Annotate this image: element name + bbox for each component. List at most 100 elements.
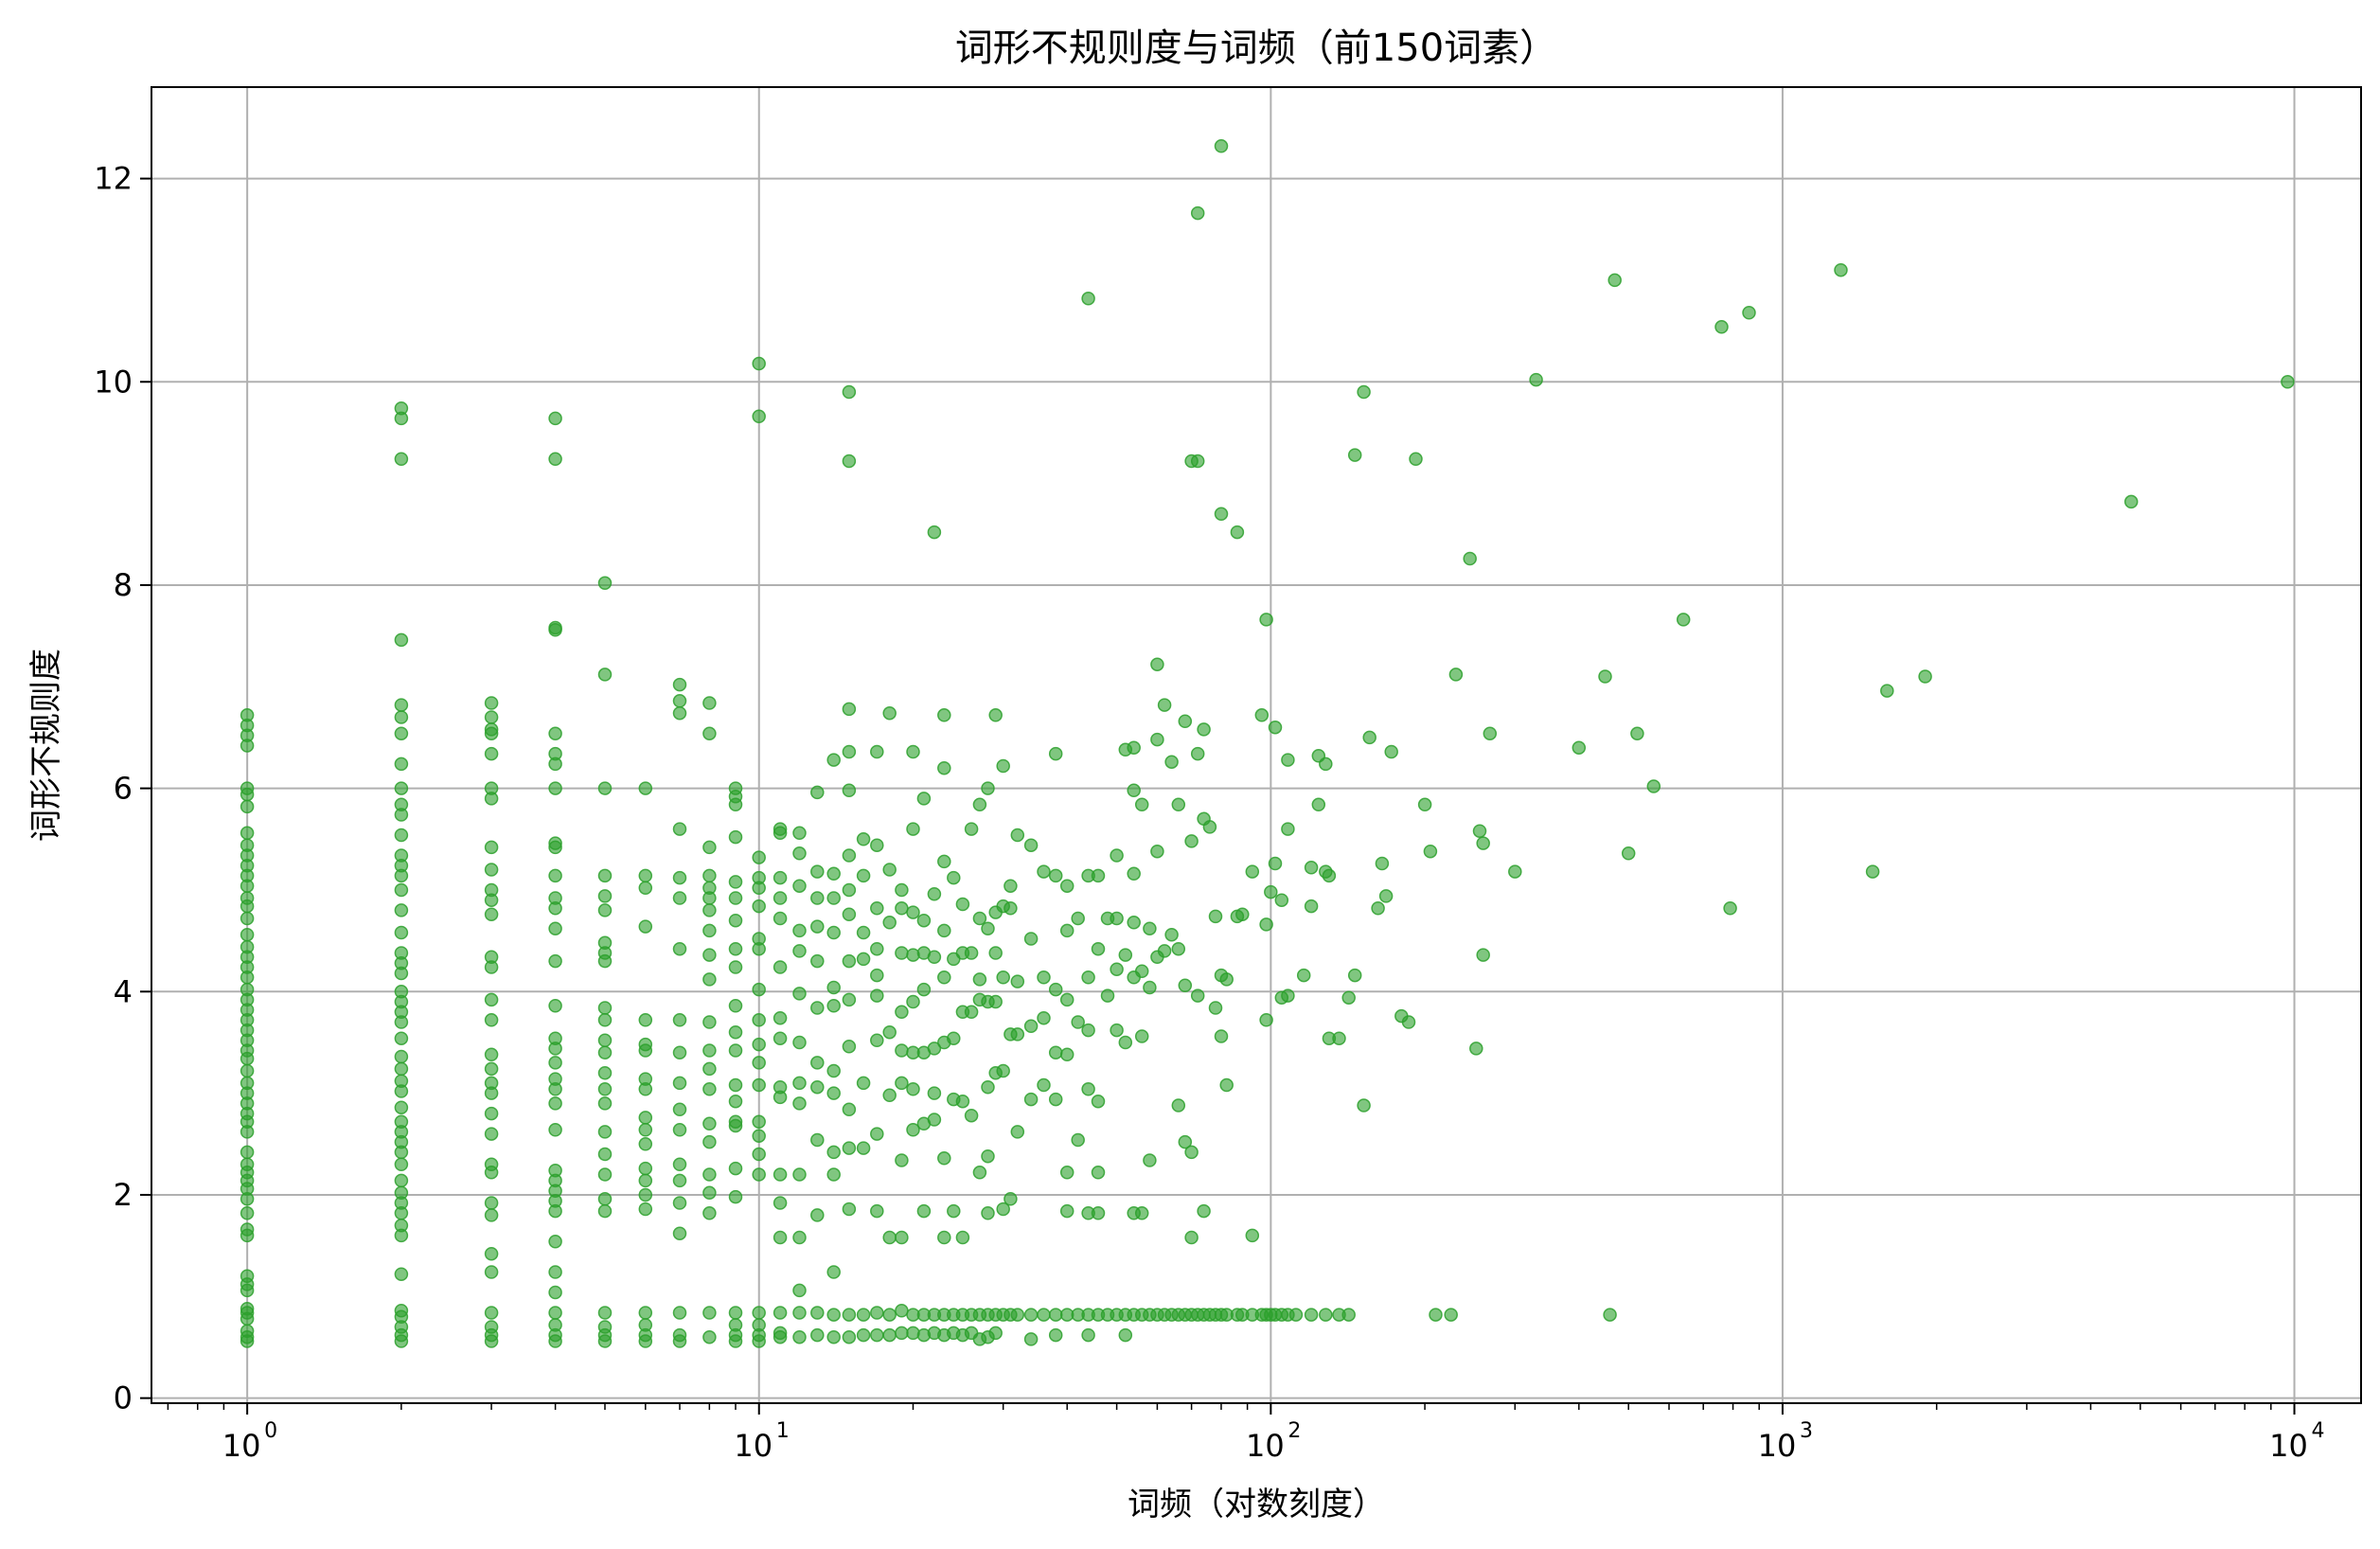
data-point	[1143, 921, 1157, 935]
data-point	[394, 848, 409, 863]
data-point	[702, 903, 717, 917]
data-point	[672, 1327, 687, 1343]
data-point	[1918, 669, 1932, 684]
data-point	[955, 1230, 970, 1245]
data-point	[672, 694, 687, 708]
data-point	[937, 1151, 951, 1166]
data-point	[882, 1308, 897, 1322]
data-point	[1100, 988, 1115, 1003]
data-point	[394, 1157, 409, 1172]
data-point	[870, 838, 884, 852]
data-point	[394, 710, 409, 724]
data-point	[826, 1063, 841, 1078]
data-point	[1259, 917, 1273, 932]
data-point	[1259, 613, 1273, 627]
data-point	[1281, 753, 1295, 767]
data-point	[792, 879, 807, 893]
data-point	[1371, 901, 1385, 916]
data-point	[240, 781, 255, 795]
data-point	[752, 1056, 766, 1070]
data-point	[728, 913, 743, 928]
data-point	[394, 1218, 409, 1233]
data-point	[826, 1167, 841, 1182]
data-point	[1322, 868, 1337, 883]
data-point	[1091, 1094, 1106, 1109]
data-point	[548, 1318, 562, 1332]
data-point	[394, 828, 409, 843]
data-point	[826, 1265, 841, 1279]
data-point	[810, 1306, 825, 1320]
data-point	[548, 1285, 562, 1300]
data-point	[394, 1061, 409, 1077]
data-point	[484, 1265, 499, 1279]
data-point	[484, 781, 499, 795]
data-point	[702, 948, 717, 962]
data-point	[906, 1082, 920, 1096]
data-point	[1004, 1192, 1018, 1206]
data-point	[1409, 452, 1423, 467]
data-point	[1071, 911, 1085, 926]
data-point	[484, 1106, 499, 1121]
data-point	[1463, 551, 1477, 566]
data-point	[752, 1306, 766, 1320]
grid-layer	[151, 87, 2361, 1403]
data-point	[484, 722, 499, 737]
data-point	[937, 708, 951, 722]
data-point	[1143, 1153, 1157, 1167]
data-point	[895, 1043, 909, 1058]
data-point	[1110, 1023, 1124, 1038]
data-point	[1010, 1308, 1025, 1322]
data-point	[1384, 744, 1398, 759]
data-point	[842, 454, 857, 469]
data-point	[597, 935, 613, 951]
data-point	[1607, 273, 1622, 288]
data-point	[240, 708, 255, 722]
data-point	[752, 1037, 766, 1052]
data-point	[773, 822, 788, 836]
data-point	[1319, 757, 1333, 772]
data-point	[1230, 525, 1245, 540]
data-point	[810, 919, 825, 934]
data-point	[1235, 907, 1250, 921]
data-point	[870, 988, 884, 1003]
data-point	[792, 1306, 807, 1320]
data-point	[702, 1206, 717, 1220]
data-point	[1296, 968, 1311, 983]
data-point	[672, 1076, 687, 1091]
data-point	[597, 1167, 613, 1182]
data-point	[638, 1123, 653, 1137]
data-point	[240, 1157, 255, 1172]
data-point	[548, 1163, 562, 1178]
data-point	[1281, 822, 1295, 836]
data-point	[988, 1326, 1003, 1341]
data-point	[1197, 722, 1211, 737]
data-point	[792, 1230, 807, 1245]
data-point	[728, 941, 743, 956]
data-point	[1347, 448, 1362, 462]
data-point	[484, 1320, 499, 1334]
y-axis-label: 词形不规则度	[27, 649, 65, 842]
data-point	[773, 1167, 788, 1182]
data-point	[882, 705, 897, 721]
data-point	[1059, 879, 1075, 893]
data-point	[856, 1327, 871, 1343]
data-point	[826, 1308, 841, 1322]
data-point	[1118, 1035, 1133, 1050]
data-point	[810, 891, 825, 905]
data-point	[856, 832, 871, 846]
data-point	[1288, 1308, 1304, 1322]
data-point	[842, 1308, 857, 1322]
data-point	[597, 668, 613, 682]
data-point	[810, 1327, 825, 1343]
data-point	[792, 923, 807, 938]
data-point	[856, 925, 871, 940]
data-point	[773, 911, 788, 926]
data-point	[728, 1161, 743, 1176]
data-point	[1341, 990, 1356, 1005]
data-point	[1037, 1308, 1051, 1322]
data-point	[548, 999, 562, 1013]
data-point	[1197, 1203, 1211, 1219]
data-point	[728, 1077, 743, 1093]
data-point	[1319, 1308, 1333, 1322]
data-point	[870, 1127, 884, 1141]
